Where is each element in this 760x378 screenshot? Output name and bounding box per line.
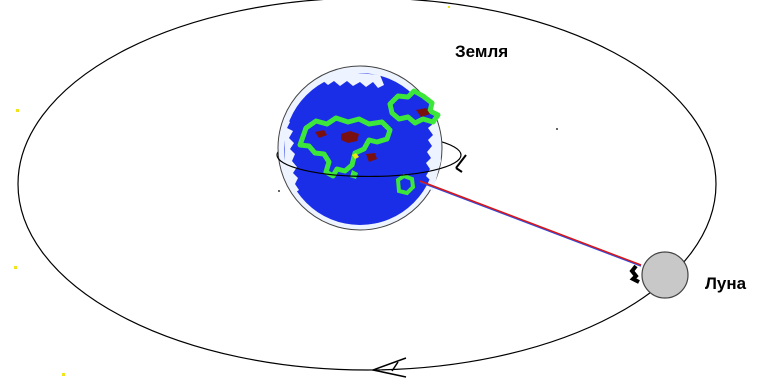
earth-label: Земля	[455, 42, 509, 61]
moon-label: Луна	[705, 274, 747, 293]
earth-globe-icon	[276, 65, 467, 231]
stars	[14, 6, 450, 376]
moon-orbit	[17, 0, 717, 371]
dust-dots	[278, 128, 558, 192]
orbit-direction-arrow-icon	[370, 357, 407, 378]
earth-moon-line	[419, 180, 642, 267]
moon-icon	[629, 251, 689, 299]
